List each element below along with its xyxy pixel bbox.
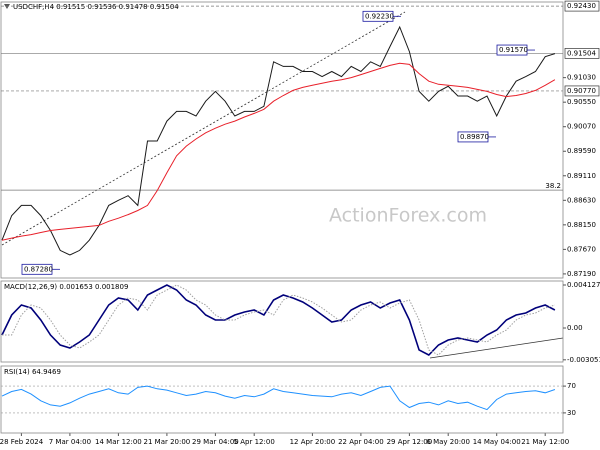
- level-label-box: [564, 48, 600, 59]
- panel-title: MACD(12,26,9) 0.001653 0.001809: [4, 283, 128, 291]
- level-label: 0.90770: [567, 87, 596, 95]
- macd-trend-line: [429, 337, 564, 359]
- x-tick-label: 21 Mar 20:00: [144, 438, 191, 446]
- x-tick-label: 28 Feb 2024: [0, 438, 44, 446]
- y-tick-label: 30: [567, 409, 576, 417]
- x-tick-label: 22 Apr 04:00: [338, 438, 384, 446]
- panel-frame: [0, 365, 564, 434]
- x-tick-label: 29 Apr 12:00: [387, 438, 433, 446]
- y-tick-label: 0.88150: [567, 221, 596, 229]
- menu-icon: [4, 4, 10, 9]
- panel-title: RSI(14) 64.9469: [4, 368, 61, 376]
- x-tick-label: 29 Mar 04:00: [192, 438, 239, 446]
- level-label-box: [564, 85, 600, 97]
- y-tick-label: 0.87190: [567, 270, 596, 278]
- y-tick-label: 0.90550: [567, 98, 596, 106]
- y-tick-label: 0.90070: [567, 123, 596, 131]
- y-tick-label: 0.004127: [567, 281, 600, 289]
- y-tick-label: 0.88630: [567, 196, 596, 204]
- level-label-box: [564, 0, 600, 12]
- x-tick-label: 14 Mar 12:00: [95, 438, 142, 446]
- series-line: [1, 284, 556, 356]
- x-tick-label: 12 Apr 20:00: [290, 438, 336, 446]
- panel-frame: [0, 1, 564, 279]
- series-line: [1, 25, 556, 256]
- y-tick-label: 0.89110: [567, 172, 596, 180]
- series-line: [1, 385, 556, 411]
- price-label: 0.91570: [499, 46, 528, 54]
- y-tick-label: 0.91030: [567, 74, 596, 82]
- x-tick-label: 7 Mar 04:00: [49, 438, 91, 446]
- y-tick-label: -0.003051: [567, 356, 600, 364]
- price-label: 0.87280: [24, 265, 53, 273]
- level-label: 0.92430: [567, 2, 596, 10]
- chart-title: USDCHF,H4 0.91515 0.91536 0.91478 0.9150…: [13, 3, 179, 11]
- x-tick-label: 14 May 04:00: [473, 438, 521, 446]
- x-tick-label: 21 May 12:00: [521, 438, 569, 446]
- level-label: 0.91504: [567, 49, 596, 57]
- trend-line: [1, 11, 406, 246]
- fib-label: 38.2: [545, 182, 561, 190]
- watermark: ActionForex.com: [329, 205, 487, 227]
- price-label: 0.92230: [365, 12, 394, 20]
- panel-frame: [0, 280, 564, 363]
- price-label: 0.89870: [460, 133, 489, 141]
- y-tick-label: 0.89590: [567, 147, 596, 155]
- y-tick-label: 0.87670: [567, 245, 596, 253]
- y-tick-label: 70: [567, 382, 576, 390]
- x-tick-label: 5 Apr 12:00: [234, 438, 275, 446]
- series-line: [1, 62, 556, 241]
- series-line: [2, 284, 556, 356]
- x-tick-label: 6 May 20:00: [426, 438, 470, 446]
- y-tick-label: 0.00: [567, 324, 583, 332]
